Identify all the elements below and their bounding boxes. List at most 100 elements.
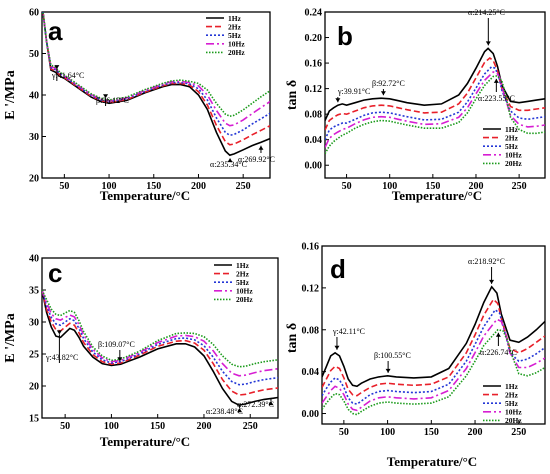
legend-label: 20Hz [505,159,522,168]
y-tick-label: 50 [29,49,39,60]
x-tick-label: 100 [380,427,395,438]
x-tick-label: 200 [191,181,206,192]
chart-panel-b: 0.00 0.04 0.08 0.12 0.16 0.20 0.24 50 100 150 200 2… [285,8,546,203]
annotation-arrowhead [103,94,109,99]
series-line-5Hz [325,65,545,141]
series-line-2Hz [325,56,545,131]
annotation-arrowhead [489,279,495,284]
x-tick-label: 200 [468,427,483,438]
y-axis-title: tan δ [285,323,300,353]
x-tick-label: 200 [468,181,483,192]
annotation-label: β:92.72°C [372,79,405,88]
x-tick-label: 250 [236,181,251,192]
plot-frame [41,257,279,419]
legend-label: 2Hz [228,22,242,31]
y-axis-title: tan δ [285,80,300,110]
annotation-arrowhead [117,357,123,362]
legend-label: 1Hz [236,261,250,270]
series-line-2Hz [42,289,278,396]
annotation-arrowhead [385,368,391,373]
annotation-label: α:269.92°C [238,155,275,164]
y-tick-label: 0.08 [305,110,323,121]
y-tick-label: 0.12 [302,283,320,294]
y-tick-label: 0.16 [305,59,323,70]
y-tick-label: 0.16 [302,242,320,253]
y-tick-label: 40 [29,91,39,102]
legend-label: 5Hz [505,142,519,151]
y-tick-label: 0.00 [305,161,323,172]
y-tick-label: 0.04 [305,135,323,146]
series-line-20Hz [322,328,545,416]
annotation-label: α:272.39°C [237,400,274,409]
x-tick-label: 50 [342,181,352,192]
annotation-arrowhead [237,408,243,413]
annotation-label: α:235.34°C [210,160,247,169]
y-tick-label: 25 [29,350,39,361]
y-tick-label: 20 [29,382,39,393]
legend-label: 5Hz [228,31,242,40]
annotation-arrowhead [56,330,62,335]
annotation-arrowhead [495,332,501,337]
y-axis-title: E '/MPa [3,313,18,362]
y-tick-label: 30 [29,318,39,329]
series-line-20Hz [42,12,270,118]
annotation-arrowhead [268,401,274,406]
annotation-label: α:218.92°C [468,257,505,266]
chart-panel-d: 0.00 0.04 0.08 0.12 0.16 50 100 150 200 250 γ:42.1… [285,242,546,469]
annotation-arrowhead [334,345,340,350]
chart-panel-a: 20 30 40 50 60 50 100 150 200 250 γ:41.64°C β:96.12… [3,8,275,204]
legend-label: 2Hz [236,269,250,278]
legend-label: 1Hz [228,14,242,23]
x-tick-label: 250 [511,427,526,438]
legend-label: 10Hz [228,40,245,49]
annotation-arrowhead [335,98,341,103]
y-tick-label: 0.24 [305,8,323,19]
legend-label: 20Hz [505,416,522,425]
series-line-2Hz [42,12,270,146]
annotation-label: γ:41.64°C [51,71,84,80]
plot-frame [321,245,546,425]
x-tick-label: 50 [339,427,349,438]
annotation-label: α:223.55°C [478,94,515,103]
legend-label: 5Hz [236,278,250,287]
legend-label: 5Hz [505,399,519,408]
series-line-1Hz [322,285,545,388]
y-tick-label: 0.08 [302,325,320,336]
x-tick-label: 100 [382,181,397,192]
x-axis-title: Temperature/°C [100,434,190,449]
panel-label: a [48,16,63,46]
annotation-arrowhead [493,78,499,83]
y-tick-label: 0.20 [305,33,323,44]
x-axis-title: Temperature/°C [100,188,190,203]
x-axis-title: Temperature/°C [392,188,482,203]
x-tick-label: 50 [60,421,70,432]
series-line-10Hz [325,71,545,148]
annotation-label: α:238.48°C [206,407,243,416]
annotation-arrowhead [258,145,264,150]
legend-label: 2Hz [505,133,519,142]
x-tick-label: 100 [102,181,117,192]
y-tick-label: 30 [29,132,39,143]
annotation-arrowhead [380,91,386,96]
y-tick-label: 60 [29,8,39,19]
x-tick-label: 150 [424,427,439,438]
y-tick-label: 40 [29,254,39,265]
x-tick-label: 150 [146,181,161,192]
x-tick-label: 250 [243,421,258,432]
plot-frame [324,11,546,179]
series-line-5Hz [42,289,278,386]
annotation-label: γ:39.91°C [337,87,370,96]
annotation-label: α:226.74°C [480,348,517,357]
annotation-label: β:100.55°C [374,351,411,360]
x-tick-label: 150 [150,421,165,432]
y-tick-label: 20 [29,174,39,185]
x-tick-label: 250 [512,181,527,192]
legend-label: 10Hz [236,287,253,296]
annotation-arrowhead [227,158,233,163]
annotation-label: γ:42.11°C [332,327,365,336]
legend-label: 1Hz [505,382,519,391]
annotation-label: β:109.07°C [98,340,135,349]
annotation-label: γ:43.82°C [45,353,78,362]
